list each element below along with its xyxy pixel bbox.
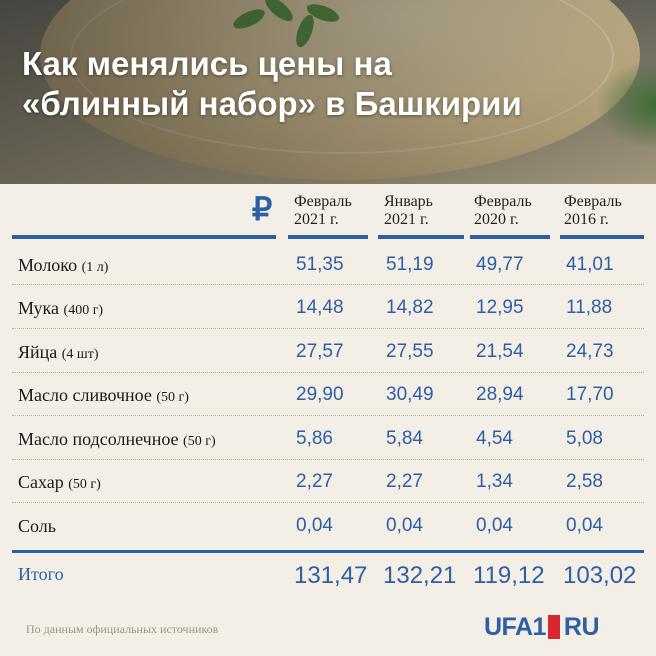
table-cell: 2,58: [566, 471, 603, 492]
table-cell: 0,04: [386, 515, 423, 536]
ruble-icon: ₽: [251, 191, 273, 227]
row-divider: [12, 372, 644, 373]
header-divider: [378, 235, 464, 239]
table-cell: 24,73: [566, 341, 614, 362]
table-cell: 0,04: [476, 515, 513, 536]
table-row-label: Масло сливочное (50 г): [18, 385, 189, 405]
logo-red-block: [547, 615, 560, 639]
table-cell: 51,19: [386, 254, 434, 275]
table-cell: 0,04: [296, 515, 333, 536]
header-divider: [288, 235, 368, 239]
table-cell: 0,04: [566, 515, 603, 536]
total-cell: 103,02: [563, 562, 637, 589]
table-cell: 30,49: [386, 384, 434, 405]
table-cell: 5,08: [566, 428, 603, 449]
table-cell: 29,90: [296, 384, 344, 405]
table-cell: 2,27: [386, 471, 423, 492]
table-cell: 17,70: [566, 384, 614, 405]
total-divider: [12, 550, 644, 553]
total-cell: 119,12: [473, 562, 545, 589]
row-divider: [12, 459, 644, 460]
table-cell: 27,55: [386, 341, 434, 362]
table-cell: 49,77: [476, 254, 524, 275]
row-divider: [12, 284, 644, 285]
column-header: Февраль 2016 г.: [564, 193, 622, 228]
table-cell: 21,54: [476, 341, 524, 362]
table-cell: 14,82: [386, 297, 434, 318]
table-row-label: Масло подсолнечное (50 г): [18, 429, 216, 449]
table-row-label: Молоко (1 л): [18, 255, 109, 275]
table-cell: 2,27: [296, 471, 333, 492]
header-photo: [0, 0, 656, 184]
table-cell: 12,95: [476, 297, 524, 318]
row-divider: [12, 415, 644, 416]
table-cell: 5,86: [296, 428, 333, 449]
table-cell: 4,54: [476, 428, 513, 449]
table-cell: 11,88: [566, 297, 613, 318]
table-row-label: Мука (400 г): [18, 298, 104, 318]
table-cell: 27,57: [296, 341, 344, 362]
table-row-label: Яйца (4 шт): [18, 342, 99, 362]
table-cell: 51,35: [296, 254, 344, 275]
header-divider: [560, 235, 644, 239]
title-line-2: «блинный набор» в Башкирии: [22, 85, 522, 122]
table-cell: 5,84: [386, 428, 423, 449]
page-title: Как менялись цены на «блинный набор» в Б…: [22, 44, 622, 124]
ufa1-logo: UFA1 RU: [484, 612, 600, 641]
row-divider: [12, 502, 644, 503]
table-cell: 14,48: [296, 297, 344, 318]
photo-overlay: [0, 0, 656, 184]
header-divider: [470, 235, 550, 239]
table-row-label: Сахар (50 г): [18, 472, 101, 492]
total-cell: 131,47: [294, 562, 368, 589]
column-header: Февраль 2021 г.: [294, 193, 352, 228]
title-line-1: Как менялись цены на: [22, 45, 392, 82]
table-row-label: Соль: [18, 516, 56, 536]
column-header: Январь 2021 г.: [384, 193, 433, 228]
table-cell: 41,01: [566, 254, 614, 275]
row-divider: [12, 328, 644, 329]
source-note: По данным официальных источников: [26, 622, 219, 636]
total-cell: 132,21: [383, 562, 457, 589]
table-cell: 1,34: [476, 471, 513, 492]
header-divider: [12, 235, 276, 239]
table-cell: 28,94: [476, 384, 524, 405]
total-label: Итого: [18, 564, 64, 584]
column-header: Февраль 2020 г.: [474, 193, 532, 228]
